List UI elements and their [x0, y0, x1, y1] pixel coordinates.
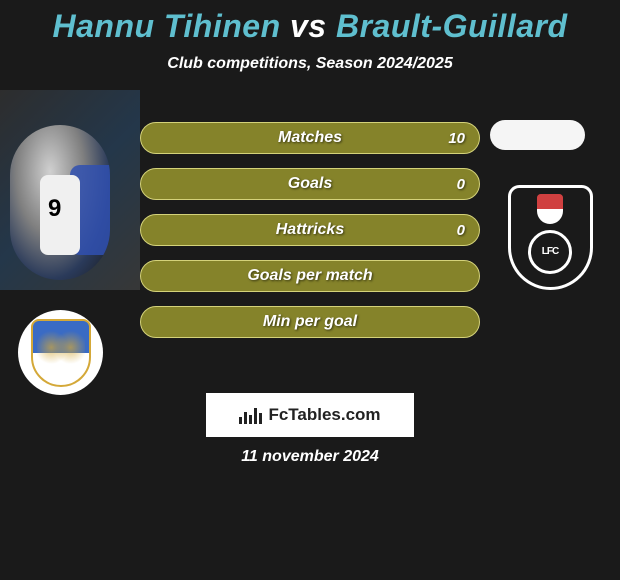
- stat-bar-goals: Goals 0: [140, 168, 480, 200]
- branding-text: FcTables.com: [268, 405, 380, 425]
- stat-label: Goals per match: [247, 267, 372, 285]
- stat-value: 10: [448, 130, 465, 147]
- player2-name: Brault-Guillard: [336, 8, 568, 44]
- date-label: 11 november 2024: [0, 448, 620, 466]
- stat-label: Min per goal: [263, 313, 357, 331]
- stat-label: Matches: [278, 129, 342, 147]
- stat-bar-min-per-goal: Min per goal: [140, 306, 480, 338]
- lugano-monogram: LFC: [528, 230, 572, 274]
- player1-club-logo: [18, 310, 103, 395]
- player2-club-logo: LFC: [500, 177, 600, 297]
- stat-label: Goals: [288, 175, 332, 193]
- player1-number: 9: [48, 195, 61, 223]
- stat-label: Hattricks: [276, 221, 344, 239]
- stat-bar-hattricks: Hattricks 0: [140, 214, 480, 246]
- player1-name: Hannu Tihinen: [52, 8, 280, 44]
- lugano-crest-top-icon: [537, 194, 563, 224]
- stat-bar-matches: Matches 10: [140, 122, 480, 154]
- player1-photo: 9: [10, 125, 110, 280]
- comparison-title: Hannu Tihinen vs Brault-Guillard: [0, 0, 620, 45]
- stat-value: 0: [457, 176, 465, 193]
- player2-photo-placeholder: [490, 120, 585, 150]
- branding-box: FcTables.com: [206, 393, 414, 437]
- subtitle: Club competitions, Season 2024/2025: [0, 55, 620, 73]
- fcz-shield-icon: [31, 319, 91, 387]
- fcz-lion-icon: [37, 325, 85, 381]
- stat-value: 0: [457, 222, 465, 239]
- stats-bars: Matches 10 Goals 0 Hattricks 0 Goals per…: [140, 122, 480, 352]
- stat-bar-goals-per-match: Goals per match: [140, 260, 480, 292]
- lugano-shield-icon: LFC: [508, 185, 593, 290]
- vs-label: vs: [290, 8, 327, 44]
- bar-chart-icon: [239, 406, 262, 424]
